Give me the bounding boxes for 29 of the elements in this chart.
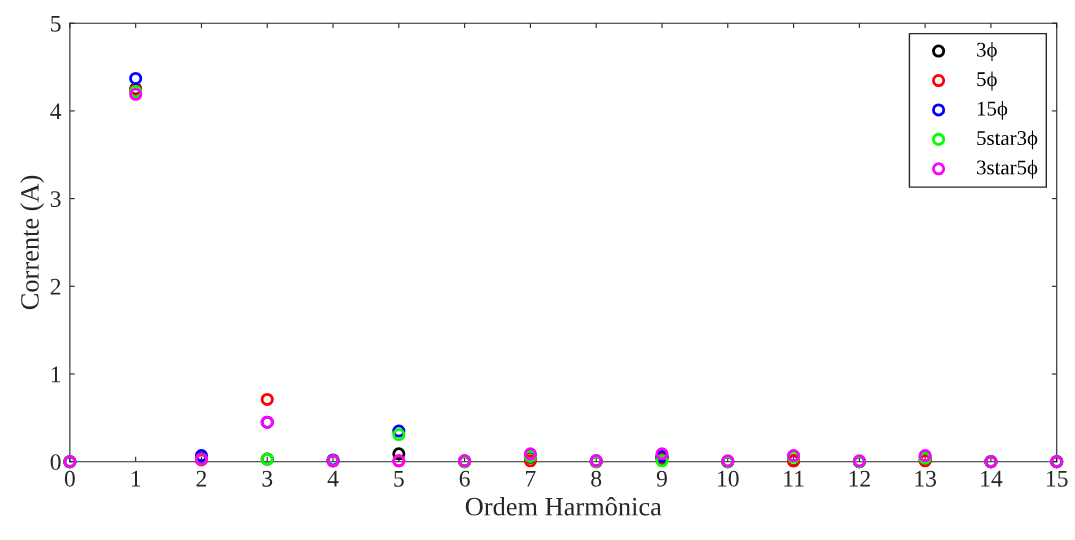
x-tick-label: 10 [718, 470, 739, 487]
y-tick-label: 4 [50, 103, 62, 120]
x-tick-label: 0 [64, 470, 75, 487]
y-tick-label: 0 [50, 454, 61, 471]
x-tick-label: 14 [981, 470, 1003, 487]
x-tick-label: 9 [656, 470, 667, 487]
x-tick-label: 2 [196, 470, 207, 487]
x-tick-label: 6 [459, 470, 470, 487]
y-tick-label: 1 [51, 366, 61, 383]
x-tick-label: 8 [591, 470, 602, 487]
x-tick-label: 7 [526, 470, 536, 487]
x-tick-label: 1 [131, 470, 141, 487]
y-tick-label: 2 [50, 278, 61, 295]
x-tick-label: 5 [394, 470, 404, 487]
x-tick-label: 11 [784, 470, 804, 487]
x-tick-label: 13 [915, 470, 937, 487]
x-tick-label: 3 [262, 470, 273, 487]
x-tick-label: 15 [1047, 470, 1068, 487]
x-tick-label: 4 [327, 470, 339, 487]
y-axis-title: Corrente (A) [20, 175, 45, 310]
y-tick-label: 3 [50, 191, 61, 208]
legend-label: 15ϕ [977, 100, 1008, 120]
x-tick-label: 12 [849, 470, 870, 487]
legend-label: 3star5ϕ [977, 159, 1038, 179]
x-axis-title: Ordem Harmônica [465, 496, 662, 516]
legend-label: 5star3ϕ [977, 130, 1038, 150]
legend-label: 3ϕ [977, 42, 997, 61]
legend-label: 5ϕ [977, 71, 997, 91]
y-tick-label: 5 [51, 15, 61, 32]
